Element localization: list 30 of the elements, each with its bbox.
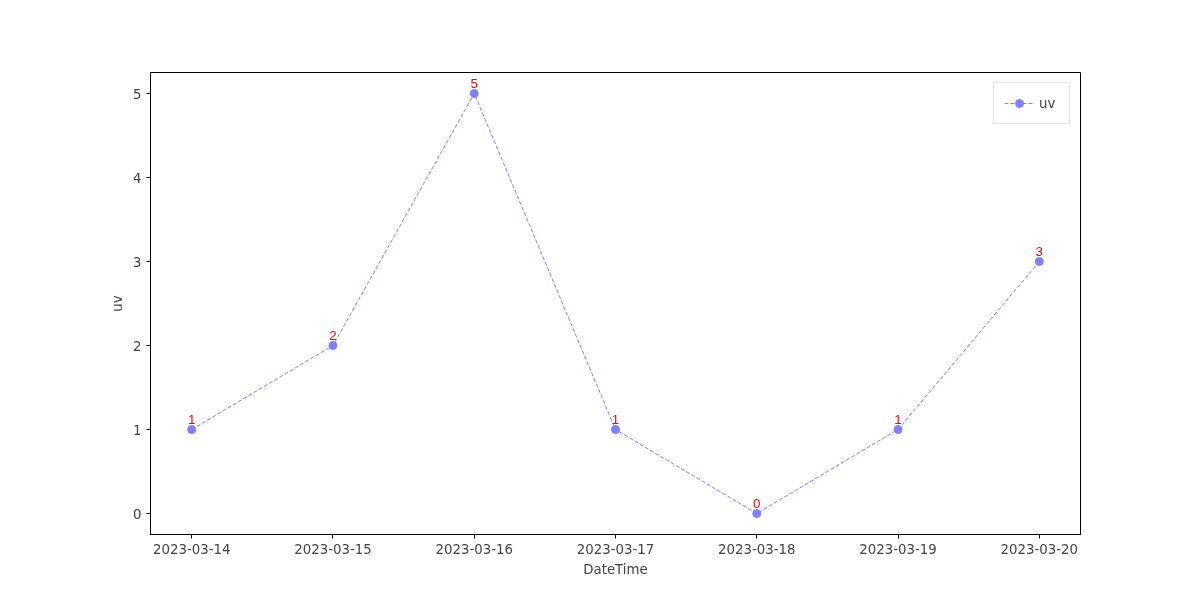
y-tick-label: 0	[133, 506, 142, 522]
y-tick-label: 4	[133, 170, 142, 186]
x-tick-label: 2023-03-16	[435, 541, 513, 557]
point	[1034, 257, 1044, 266]
y-tick-label: 2	[133, 338, 142, 354]
y-tick-label: 1	[133, 422, 142, 438]
point	[469, 89, 479, 98]
point	[187, 425, 197, 434]
x-tick-label: 2023-03-19	[859, 541, 937, 557]
point	[893, 425, 903, 434]
data-label: 1	[894, 411, 902, 427]
y-axis-title: uv	[110, 295, 126, 312]
x-tick-label: 2023-03-18	[718, 541, 796, 557]
x-tick-label: 2023-03-15	[294, 541, 372, 557]
data-label: 1	[611, 411, 620, 427]
y-tick-label: 3	[133, 254, 142, 270]
legend-label: uv	[1039, 95, 1057, 111]
point	[752, 509, 762, 518]
data-label: 0	[753, 495, 761, 511]
x-axis-title: DateTime	[583, 561, 648, 577]
data-label: 5	[470, 75, 478, 91]
point	[611, 425, 620, 434]
point	[328, 341, 338, 350]
y-tick-label: 5	[133, 86, 142, 102]
data-label: 1	[188, 411, 196, 427]
x-tick-label: 2023-03-14	[152, 541, 231, 557]
data-label: 3	[1035, 243, 1044, 259]
x-tick-label: 2023-03-17	[576, 541, 655, 557]
x-tick-label: 2023-03-20	[1000, 541, 1079, 557]
data-label: 2	[329, 327, 337, 343]
